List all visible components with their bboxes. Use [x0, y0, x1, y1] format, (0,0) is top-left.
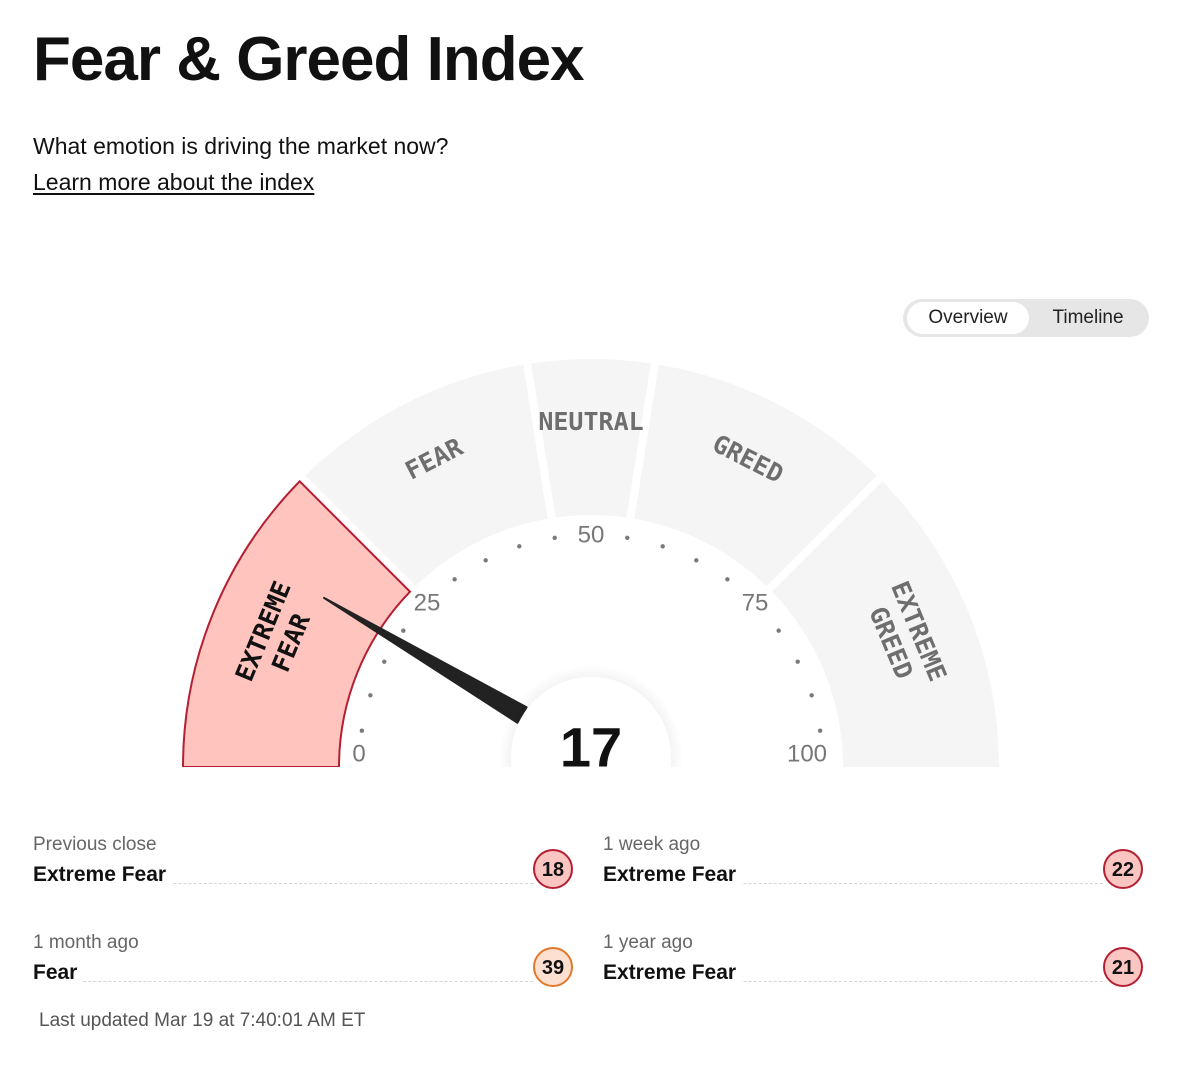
stat-label: Previous close [33, 834, 157, 855]
gauge-segment-greed [634, 364, 877, 587]
gauge-tick-label: 0 [352, 741, 365, 768]
stat-rating: Extreme Fear [603, 861, 743, 889]
gauge-segment-extreme-fear [181, 479, 412, 768]
stat-value-badge: 22 [1103, 849, 1143, 889]
gauge-tick-dot [552, 535, 557, 541]
stat-value-badge: 21 [1103, 947, 1143, 987]
gauge-tick-dot [809, 693, 814, 698]
gauge-tick-dot [452, 577, 457, 582]
stat-label: 1 year ago [603, 932, 693, 953]
gauge-hub [511, 677, 671, 780]
gauge-tick-dot [694, 558, 699, 563]
gauge-tick-dot [776, 628, 781, 633]
gauge-tick-dot [401, 628, 406, 633]
gauge-segment-neutral [531, 359, 651, 518]
stat-rating: Fear [33, 959, 84, 987]
tab-overview[interactable]: Overview [907, 302, 1029, 334]
gauge-tick-dot [795, 659, 800, 664]
stat-label: 1 month ago [33, 932, 139, 953]
last-updated: Last updated Mar 19 at 7:40:01 AM ET [39, 1010, 366, 1031]
stat-rating: Extreme Fear [33, 861, 173, 889]
gauge-tick-dot [660, 544, 665, 549]
stat-previous-close: Previous close Extreme Fear 18 [33, 833, 573, 903]
gauge-tick-dot [517, 544, 522, 549]
stat-one-year-ago: 1 year ago Extreme Fear 21 [603, 931, 1143, 1001]
gauge-tick-dot [368, 693, 373, 698]
stat-one-week-ago: 1 week ago Extreme Fear 22 [603, 833, 1143, 903]
learn-more-link[interactable]: Learn more about the index [33, 169, 315, 195]
view-toggle: Overview Timeline [903, 299, 1149, 337]
gauge-segment-fear [305, 364, 548, 587]
page-subtitle: What emotion is driving the market now? [33, 133, 449, 159]
stat-one-month-ago: 1 month ago Fear 39 [33, 931, 573, 1001]
gauge-tick-dot [817, 728, 823, 733]
stat-value-badge: 39 [533, 947, 573, 987]
stat-rating: Extreme Fear [603, 959, 743, 987]
gauge-tick-dot [382, 659, 387, 664]
gauge-segment-extreme-greed [771, 481, 999, 767]
page-title: Fear & Greed Index [33, 25, 585, 94]
stat-value-badge: 18 [533, 849, 573, 889]
gauge-tick-label: 25 [414, 589, 441, 616]
gauge-tick-label: 100 [787, 741, 827, 768]
gauge-tick-label: 50 [578, 522, 605, 549]
tab-timeline[interactable]: Timeline [1052, 307, 1124, 328]
gauge-tick-label: 75 [742, 589, 769, 616]
gauge-label-neutral: NEUTRAL [538, 407, 643, 436]
fear-greed-gauge: EXTREMEFEARFEARNEUTRALGREEDEXTREMEGREED … [0, 359, 1200, 780]
gauge-tick-dot [625, 535, 630, 541]
gauge-tick-dot [359, 728, 365, 733]
gauge-tick-dot [725, 577, 730, 582]
stat-label: 1 week ago [603, 834, 701, 855]
gauge-tick-dot [483, 558, 488, 563]
